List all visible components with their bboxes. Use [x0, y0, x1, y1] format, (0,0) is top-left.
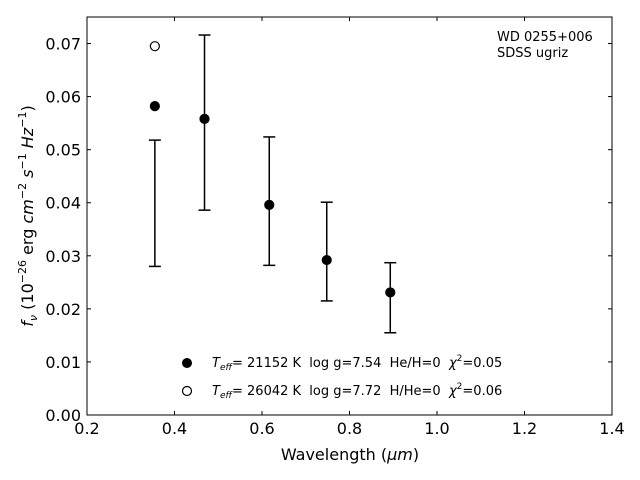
- x-tick-label: 0.2: [74, 419, 99, 438]
- x-tick-label: 0.6: [249, 419, 274, 438]
- y-tick-label: 0.07: [45, 35, 81, 54]
- x-tick-label: 0.8: [337, 419, 362, 438]
- model-point-filled: [321, 254, 332, 266]
- y-axis-label: fν (10−26 erg cm−2 s−1 Hz−1): [16, 105, 40, 326]
- model-point-filled: [264, 199, 275, 210]
- y-tick-label: 0.04: [45, 194, 81, 213]
- legend-2-text2: =0.06: [462, 384, 502, 399]
- model-point-open: [149, 41, 160, 52]
- x-axis-label: Wavelength (μm): [281, 445, 419, 464]
- y-tick-label: 0.06: [45, 88, 81, 107]
- annotation-line-1: WD 0255+006: [497, 30, 593, 45]
- legend-marker-filled: [182, 358, 192, 368]
- legend-1-text1: = 21152 K log g=7.54 He/H=0: [232, 356, 449, 371]
- x-tick-label: 1.2: [512, 419, 537, 438]
- error-bar: [384, 261, 397, 334]
- ylabel-exp3: −1: [16, 153, 29, 169]
- legend-entry-1: Teff= 21152 K log g=7.54 He/H=0 χ2=0.05: [212, 354, 502, 373]
- ylabel-nu: ν: [27, 315, 40, 321]
- ylabel-exp4: −1: [16, 112, 29, 128]
- legend-2-sq: 2: [457, 382, 463, 392]
- ylabel-cm: cm: [18, 199, 37, 223]
- ylabel-erg: erg: [18, 224, 37, 260]
- error-bar: [320, 201, 333, 302]
- legend-1-eff: eff: [220, 363, 234, 373]
- x-axis-label-main: Wavelength (: [281, 445, 387, 464]
- x-tick-label: 0.4: [162, 419, 187, 438]
- ylabel-f: f: [18, 319, 37, 327]
- ylabel-exp1: −26: [16, 260, 29, 283]
- legend-2-eff: eff: [220, 391, 234, 401]
- x-tick-label: 1.0: [424, 419, 449, 438]
- y-tick-label: 0.05: [45, 141, 81, 160]
- legend-2-chi: χ: [448, 384, 458, 399]
- axis-ticks: 0.2 0.4 0.6 0.8 1.0 1.2 1.4 0.00 0.01 0.02 0.03 0.0…: [45, 17, 625, 438]
- y-tick-label: 0.03: [45, 247, 81, 266]
- y-tick-label: 0.02: [45, 300, 81, 319]
- ylabel-exp2: −2: [16, 183, 29, 199]
- annotation-line-2: SDSS ugriz: [497, 46, 568, 61]
- legend-1-sq: 2: [457, 354, 463, 364]
- legend-2-text1: = 26042 K log g=7.72 H/He=0: [232, 384, 449, 399]
- legend-1-t: T: [212, 356, 221, 371]
- ylabel-hz: Hz: [18, 127, 37, 153]
- y-tick-label: 0.00: [45, 406, 81, 425]
- legend-1-chi: χ: [448, 356, 458, 371]
- data-points: [149, 41, 396, 298]
- model-point-filled: [199, 113, 210, 124]
- model-point-filled: [385, 287, 396, 298]
- legend-2-t: T: [212, 384, 221, 399]
- y-tick-label: 0.01: [45, 353, 81, 372]
- legend-1-text2: =0.05: [462, 356, 502, 371]
- legend-marker-open: [181, 385, 193, 397]
- ylabel-open: (10: [18, 283, 37, 315]
- ylabel-s: s: [18, 170, 37, 183]
- x-axis-label-end: ): [413, 445, 419, 464]
- x-tick-label: 1.4: [599, 419, 624, 438]
- error-bar: [148, 139, 161, 268]
- ylabel-close: ): [18, 105, 37, 111]
- legend: Teff= 21152 K log g=7.54 He/H=0 χ2=0.05 …: [181, 354, 502, 401]
- model-point-filled: [149, 101, 160, 112]
- plot-frame: [86, 16, 613, 416]
- x-axis-label-unit: μm: [386, 445, 413, 464]
- legend-entry-2: Teff= 26042 K log g=7.72 H/He=0 χ2=0.06: [212, 382, 502, 401]
